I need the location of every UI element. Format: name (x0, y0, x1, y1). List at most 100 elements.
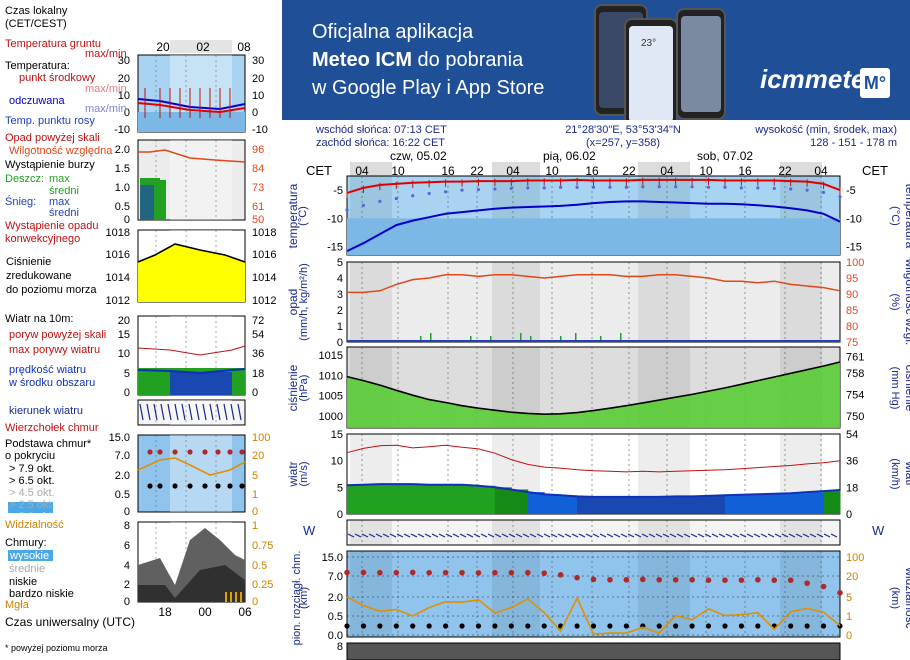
cloud-base-mark (623, 623, 629, 629)
day-label-1: pią, 06.02 (543, 149, 596, 163)
dew-point-mark (723, 185, 727, 189)
wind-speed-bar (609, 496, 627, 514)
wind-arrow (361, 533, 369, 538)
wind-arrow (396, 533, 404, 538)
dew-point-mark (427, 191, 431, 196)
visibility-tick: 5 (846, 592, 852, 604)
cloud-base-mark (590, 623, 597, 629)
legend-temp-rtick: 10 (252, 90, 264, 102)
humidity-ylabel: wilgotność wzgl. (903, 258, 910, 346)
wind-arrow (494, 533, 502, 538)
dew-point-mark (345, 208, 349, 212)
dew-point-mark (526, 186, 530, 190)
legend-cloud-base (157, 483, 163, 489)
wind-speed-bar (527, 492, 545, 514)
wind-arrow (732, 533, 740, 538)
legend-clouds-tick: 6 (124, 540, 130, 552)
temp-tick: -5 (333, 185, 343, 197)
legend-dew-label: Temp. punktu rosy (5, 115, 95, 127)
day-label-0: czw, 05.02 (390, 149, 447, 163)
legend-temp-rtick: 30 (252, 55, 264, 67)
legend-temp-title: Temperatura: (5, 60, 70, 72)
cloud-top-mark (574, 574, 580, 581)
pressure-line (346, 361, 841, 416)
legend-base-2: o pokryciu (5, 450, 55, 462)
legend-cloud-top-label: Wierzchołek chmur (5, 422, 99, 434)
clouds-tick: 8 (337, 641, 343, 653)
wind-tick: 0 (337, 509, 343, 521)
wind-speed-bar (396, 484, 414, 514)
cloudbase-tick: 0.0 (328, 630, 343, 642)
humidity-tick: 95 (846, 273, 858, 285)
legend-pressure-1: Ciśnienie (6, 256, 51, 268)
legend-clouds-tick: 8 (124, 520, 130, 532)
legend-temp-tick: -10 (114, 124, 130, 136)
panel-cloudbase (346, 550, 841, 638)
wind-speed-bar (675, 496, 693, 514)
wind-tick: 15 (331, 429, 343, 441)
dew-point-mark (476, 187, 481, 192)
pressure-runit: (mm Hg) (889, 367, 901, 410)
legend-cover-2: > 4.5 okt. (9, 487, 55, 499)
cloudbase-unit: (km) (298, 587, 310, 609)
cloud-base-mark (459, 623, 465, 629)
legend-utc-label: Czas uniwersalny (UTC) (5, 615, 135, 629)
day-strip (540, 150, 690, 162)
legend-wind-arrow (139, 403, 144, 421)
wind-arrow (459, 533, 467, 538)
legend-time-tick: 08 (237, 40, 251, 54)
night-column (492, 262, 540, 342)
humidity-tick: 90 (846, 289, 858, 301)
legend-vis-tick: 5 (252, 470, 258, 482)
legend-clouds-tick: 0 (124, 596, 130, 608)
legend-footnote: * powyżej poziomu morza (5, 643, 108, 653)
hour-tick-5: 10 (545, 164, 559, 178)
wind-arrow (809, 533, 817, 538)
legend-temp-maxmin: max/min (85, 83, 127, 95)
legend-cloud-base (239, 483, 245, 489)
wind-arrow (781, 533, 789, 538)
legend-speed-1: prędkość wiatru (9, 364, 86, 376)
night-shade (350, 162, 392, 176)
wind-speed-bar (692, 496, 710, 514)
visibility-ylabel: widzialność (903, 566, 910, 628)
dew-point-mark (772, 186, 776, 191)
sunset-text: zachód słońca: 16:22 CET (316, 137, 445, 149)
precip-tick: 1 (337, 321, 343, 333)
legend-pressure-rtick: 1018 (252, 227, 276, 239)
precip-bar (575, 333, 577, 342)
cloud-top-mark (623, 576, 630, 583)
wind-arrow (648, 533, 656, 538)
legend-cloudbase-tick: 15.0 (109, 432, 130, 444)
pressure-unit: (hPa) (298, 375, 310, 402)
wind-runit: (km/h) (889, 458, 901, 489)
wind-rtick: 54 (846, 429, 858, 441)
hour-tick-2: 16 (441, 164, 455, 178)
hour-tick-9: 10 (699, 164, 713, 178)
legend-wind-arrow (209, 403, 214, 421)
legend-temp-cold (138, 112, 245, 132)
dew-point-mark (641, 185, 645, 189)
wind-arrow (599, 533, 607, 538)
wind-speed-bar (642, 496, 660, 514)
banner-line-2-rest: do pobrania (412, 49, 524, 71)
cet-label-left: CET (306, 163, 332, 178)
wind-arrow (487, 533, 495, 538)
legend-cloud-top (227, 449, 233, 455)
wind-arrow (606, 533, 614, 538)
app-promo-banner[interactable]: Oficjalna aplikacja Meteo ICM do pobrani… (282, 0, 910, 120)
legend-cover-0: > 7.9 okt. (9, 463, 55, 475)
wind-arrow (711, 533, 719, 538)
wind-rtick: 36 (846, 456, 858, 468)
cloud-top-mark (607, 576, 613, 583)
legend-cloudbase-tick: 7.0 (115, 450, 130, 462)
legend-wind-tick: 15 (118, 329, 130, 341)
wind-arrow (536, 533, 544, 538)
legend-clouds-tick: 4 (124, 560, 130, 572)
wind-rtick: 0 (846, 509, 852, 521)
snow-trace (347, 340, 840, 342)
cloud-top-mark (557, 572, 564, 578)
wind-arrow (522, 533, 530, 538)
dew-point-mark (509, 186, 513, 191)
cloud-base-mark (377, 623, 383, 629)
